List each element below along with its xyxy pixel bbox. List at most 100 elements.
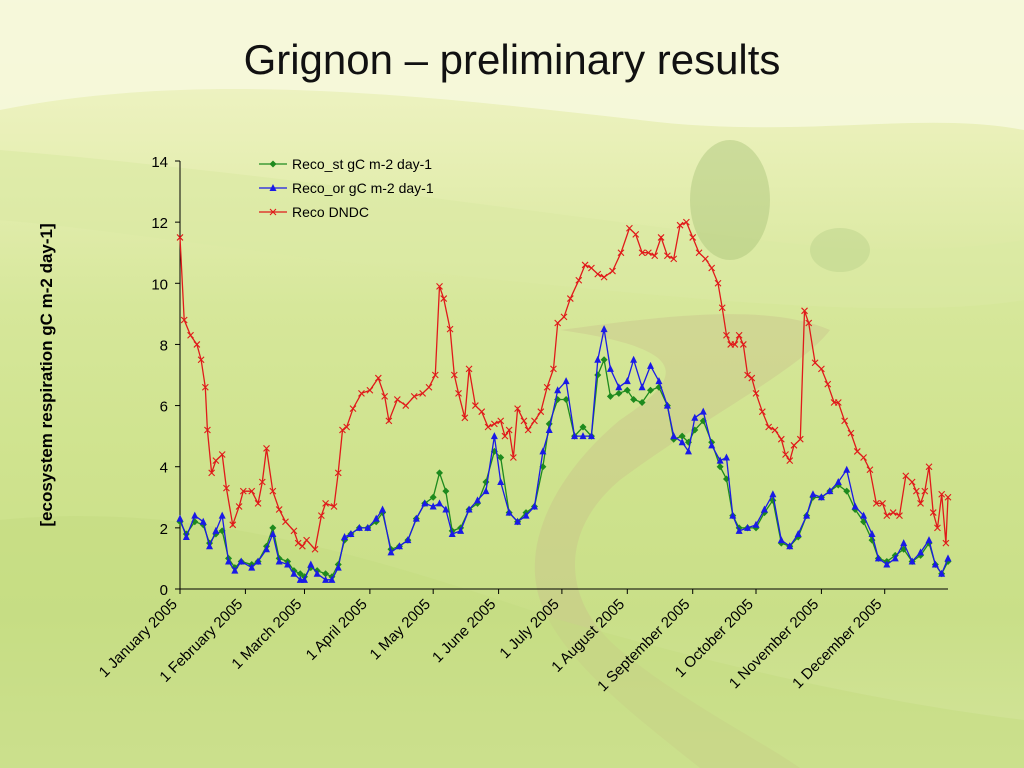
series-point <box>193 341 201 348</box>
series-line <box>179 357 949 578</box>
series-point <box>429 493 437 501</box>
series-point <box>395 542 403 550</box>
series-point <box>206 542 214 550</box>
series-point <box>695 249 703 257</box>
series-point <box>777 435 785 443</box>
series-point <box>902 472 910 480</box>
series-point <box>317 512 325 520</box>
series-point <box>826 487 834 495</box>
series-point <box>303 536 310 544</box>
series-point <box>562 395 570 403</box>
series-point <box>229 521 237 529</box>
series-point <box>638 399 646 407</box>
series-point <box>615 383 623 391</box>
series-point <box>615 389 623 397</box>
series-point <box>322 575 330 583</box>
series-3 <box>176 218 952 553</box>
series-point <box>925 536 933 544</box>
series-point <box>543 383 551 391</box>
series-point <box>490 420 498 428</box>
series-point <box>412 514 420 522</box>
series-point <box>938 490 946 498</box>
legend-item: Reco_st gC m-2 day-1 <box>259 156 432 172</box>
series-point <box>663 252 671 260</box>
series-point <box>300 575 308 583</box>
series-point <box>896 512 903 520</box>
y-tick-label: 14 <box>151 154 168 171</box>
series-point <box>514 517 522 525</box>
series-point <box>296 570 304 578</box>
series-point <box>744 371 751 379</box>
series-point <box>889 509 897 516</box>
series-point <box>322 570 330 578</box>
series-point <box>275 557 283 565</box>
series-point <box>708 441 716 449</box>
series-point <box>803 511 811 519</box>
series-2 <box>176 325 952 583</box>
series-point <box>554 386 562 394</box>
series-point <box>554 319 562 327</box>
series-point <box>769 490 777 498</box>
series-point <box>290 569 298 577</box>
series-point <box>760 505 768 513</box>
series-point <box>735 331 743 339</box>
series-point <box>866 466 874 474</box>
series-point <box>201 383 209 391</box>
series-point <box>471 402 479 409</box>
series-point <box>404 536 412 544</box>
series-point <box>841 417 849 425</box>
series-point <box>473 496 481 504</box>
chart-legend: Reco_st gC m-2 day-1 Reco_or gC m-2 day-1… <box>259 156 434 220</box>
series-point <box>455 389 462 397</box>
series-point <box>682 218 690 226</box>
series-point <box>691 413 699 421</box>
series-point <box>786 457 794 464</box>
series-point <box>748 374 756 382</box>
series-point <box>581 261 589 269</box>
series-point <box>328 575 336 583</box>
series-point <box>739 341 747 348</box>
series-point <box>425 383 433 391</box>
slide-title: Grignon – preliminary results <box>243 36 781 83</box>
y-tick-label: 10 <box>151 276 168 293</box>
series-point <box>482 478 490 486</box>
series-point <box>606 364 614 372</box>
series-point <box>790 441 798 449</box>
series-point <box>638 249 646 257</box>
series-point <box>341 533 349 541</box>
series-point <box>366 386 374 394</box>
series-point <box>197 356 205 364</box>
series-point <box>809 490 817 498</box>
series-point <box>497 454 505 462</box>
series-point <box>600 325 608 333</box>
series-point <box>450 371 458 379</box>
series-point <box>805 319 813 327</box>
series-point <box>442 487 450 495</box>
series-point <box>579 423 587 431</box>
series-point <box>801 307 808 315</box>
series-point <box>765 423 773 431</box>
y-tick-label: 12 <box>151 215 168 232</box>
series-point <box>294 539 302 547</box>
series-point <box>818 365 825 373</box>
series-point <box>908 478 916 486</box>
series-point <box>853 448 861 455</box>
y-tick-label: 0 <box>160 582 168 599</box>
legend-label: Reco_or gC m-2 day-1 <box>292 180 434 196</box>
series-point <box>560 313 568 321</box>
series-point <box>630 395 638 403</box>
series-point <box>594 371 602 379</box>
series-point <box>718 304 726 312</box>
series-point <box>539 447 547 455</box>
series-point <box>275 506 283 513</box>
series-point <box>575 276 583 284</box>
y-tick-label: 2 <box>160 521 168 538</box>
series-point <box>484 423 492 431</box>
series-point <box>436 469 444 477</box>
series-point <box>699 407 707 415</box>
series-point <box>442 505 450 513</box>
series-point <box>786 542 794 550</box>
x-tick-label: 1 June 2005 <box>429 596 499 666</box>
